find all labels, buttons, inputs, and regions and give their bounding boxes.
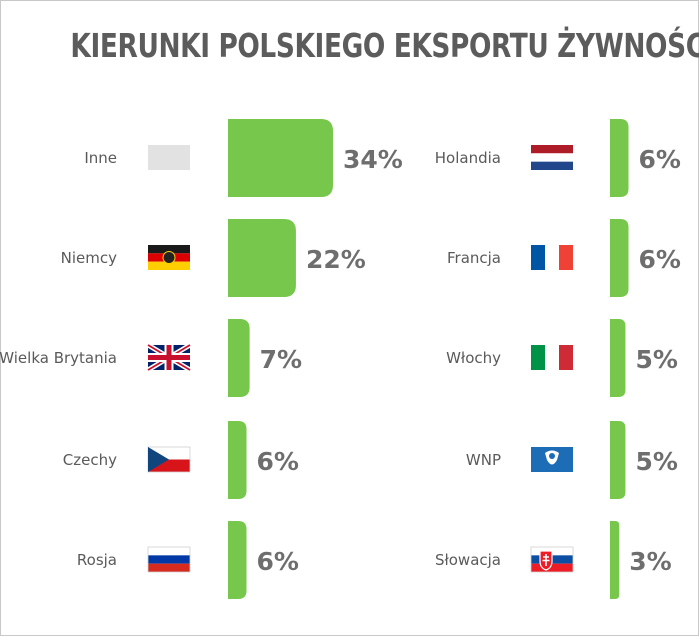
- flag-fr-icon: [531, 245, 573, 270]
- bar-inne: [228, 119, 333, 197]
- bar-wielka-brytania: [228, 319, 250, 397]
- value-label-czechy: 6%: [257, 447, 299, 476]
- value-label-inne: 34%: [343, 145, 403, 174]
- value-label-niemcy: 22%: [306, 245, 366, 274]
- category-label-inne: Inne: [84, 149, 117, 167]
- bar-francja: [610, 219, 629, 297]
- category-label-wnp: WNP: [466, 451, 501, 469]
- value-label-rosja: 6%: [257, 547, 299, 576]
- bar-niemcy: [228, 219, 296, 297]
- category-label-rosja: Rosja: [77, 551, 117, 569]
- bar-włochy: [610, 319, 626, 397]
- value-label-francja: 6%: [639, 245, 681, 274]
- category-label-holandia: Holandia: [435, 149, 501, 167]
- chart-title: KIERUNKI POLSKIEGO EKSPORTU ŻYWNOŚCI:: [70, 26, 699, 65]
- bar-wnp: [610, 421, 626, 499]
- value-label-wnp: 5%: [635, 447, 677, 476]
- value-label-holandia: 6%: [639, 145, 681, 174]
- value-label-wielka-brytania: 7%: [260, 345, 302, 374]
- bar-holandia: [610, 119, 629, 197]
- value-label-włochy: 5%: [635, 345, 677, 374]
- category-label-czechy: Czechy: [63, 451, 117, 469]
- bar-czechy: [228, 421, 247, 499]
- bar-słowacja: [610, 521, 620, 599]
- value-label-słowacja: 3%: [629, 547, 671, 576]
- flag-nl-icon: [531, 145, 573, 170]
- category-label-włochy: Włochy: [446, 349, 501, 367]
- bar-rosja: [228, 521, 247, 599]
- category-label-francja: Francja: [447, 249, 501, 267]
- flag-de-icon: [148, 245, 190, 270]
- flag-blank-icon: [148, 145, 190, 170]
- flag-ru-icon: [147, 546, 191, 573]
- flag-cz-icon: [147, 446, 191, 473]
- category-label-niemcy: Niemcy: [61, 249, 117, 267]
- flag-sk-icon: [530, 546, 574, 573]
- flag-gb-icon: [146, 342, 192, 373]
- category-label-słowacja: Słowacja: [435, 551, 501, 569]
- flag-cis-icon: [531, 447, 573, 472]
- category-label-wielka-brytania: Wielka Brytania: [0, 349, 117, 367]
- flag-it-icon: [531, 345, 573, 370]
